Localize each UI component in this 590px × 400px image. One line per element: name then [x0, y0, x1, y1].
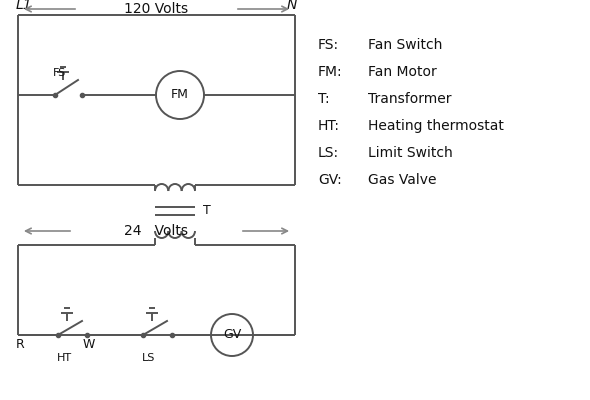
Text: W: W	[83, 338, 95, 352]
Text: T: T	[203, 204, 211, 218]
Text: Gas Valve: Gas Valve	[368, 173, 437, 187]
Text: 24   Volts: 24 Volts	[124, 224, 188, 238]
Text: R: R	[15, 338, 24, 352]
Text: HT: HT	[57, 353, 71, 363]
Text: Limit Switch: Limit Switch	[368, 146, 453, 160]
Text: LS: LS	[142, 353, 156, 363]
Text: 120 Volts: 120 Volts	[124, 2, 188, 16]
Text: Transformer: Transformer	[368, 92, 451, 106]
Text: FS: FS	[53, 68, 67, 78]
Text: L1: L1	[16, 0, 32, 12]
Text: HT:: HT:	[318, 119, 340, 133]
Text: LS:: LS:	[318, 146, 339, 160]
Text: Heating thermostat: Heating thermostat	[368, 119, 504, 133]
Text: Fan Motor: Fan Motor	[368, 65, 437, 79]
Text: GV:: GV:	[318, 173, 342, 187]
Text: T:: T:	[318, 92, 330, 106]
Text: Fan Switch: Fan Switch	[368, 38, 442, 52]
Text: N: N	[287, 0, 297, 12]
Text: FS:: FS:	[318, 38, 339, 52]
Text: FM: FM	[171, 88, 189, 102]
Text: GV: GV	[223, 328, 241, 342]
Text: FM:: FM:	[318, 65, 343, 79]
